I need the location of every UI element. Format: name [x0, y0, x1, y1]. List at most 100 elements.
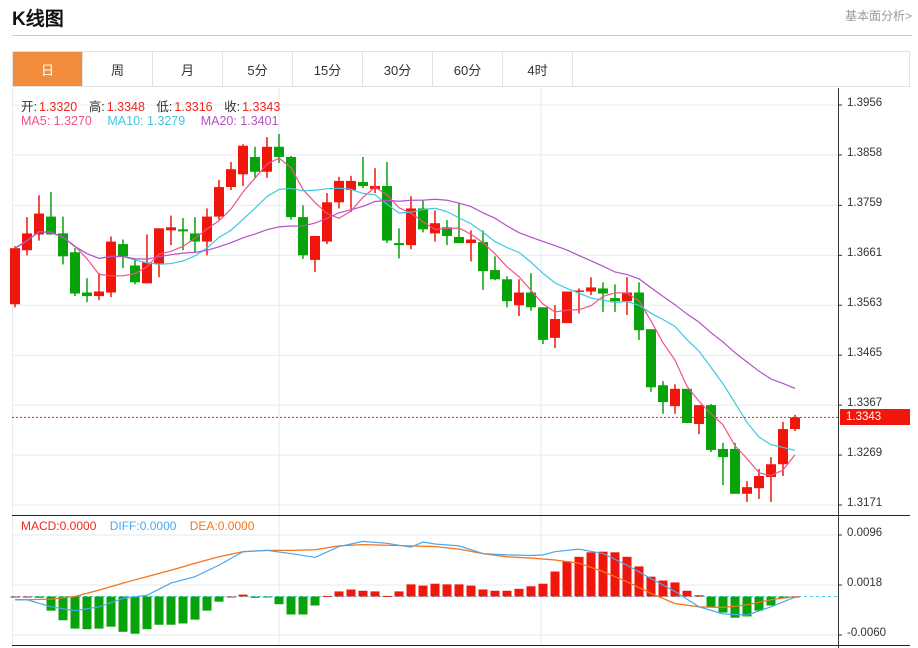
- macd-bar: [346, 589, 356, 597]
- y-axis-label: -0.0060: [847, 627, 887, 639]
- dea-value: DEA:0.0000: [189, 519, 255, 533]
- candle-body: [70, 252, 80, 294]
- candle-body: [334, 180, 344, 203]
- candle-body: [562, 291, 572, 324]
- macd-bar: [658, 580, 668, 597]
- macd-bar: [466, 585, 476, 597]
- macd-bar: [502, 590, 512, 597]
- macd-bar: [454, 584, 464, 597]
- divider: [12, 35, 912, 36]
- open-label: 开:: [21, 100, 37, 114]
- candle-body: [586, 287, 596, 292]
- current-price-label: 1.3343: [840, 409, 910, 425]
- period-tabs: 日 周 月 5分 15分 30分 60分 4时: [12, 51, 910, 87]
- candle-body: [142, 262, 152, 284]
- macd-bar: [430, 583, 440, 597]
- tab-30min[interactable]: 30分: [363, 52, 433, 86]
- candle-body: [538, 307, 548, 340]
- candle-body: [310, 235, 320, 260]
- candle-body: [46, 216, 56, 235]
- macd-bar: [358, 590, 368, 597]
- tab-4hour[interactable]: 4时: [503, 52, 573, 86]
- macd-bar: [706, 596, 716, 607]
- tab-5min[interactable]: 5分: [223, 52, 293, 86]
- candle-body: [658, 385, 668, 403]
- candle-body: [418, 208, 428, 230]
- macd-bar: [70, 596, 80, 629]
- candle-body: [322, 202, 332, 242]
- low-label: 低:: [156, 100, 173, 114]
- y-axis-label: 0.0096: [847, 527, 883, 539]
- macd-bar: [538, 583, 548, 597]
- ma20-line: [14, 198, 796, 389]
- candle-body: [34, 213, 44, 235]
- candle-body: [274, 146, 284, 157]
- candle-body: [442, 227, 452, 236]
- y-axis-label: 1.3759: [847, 197, 883, 210]
- candle-body: [106, 241, 116, 293]
- ma10-line: [14, 187, 796, 451]
- macd-bar: [490, 590, 500, 597]
- macd-bar: [550, 571, 560, 597]
- candle-body: [574, 290, 584, 292]
- macd-bar: [298, 596, 308, 615]
- y-axis-label: 1.3465: [847, 347, 883, 360]
- candle-body: [778, 429, 788, 465]
- macd-bar: [106, 596, 116, 627]
- macd-bar: [142, 596, 152, 630]
- macd-bar: [166, 596, 176, 625]
- macd-bar: [742, 596, 752, 617]
- candle-body: [22, 233, 32, 251]
- macd-bar: [406, 584, 416, 597]
- macd-bar: [610, 552, 620, 597]
- candle-body: [406, 208, 416, 246]
- candle-body: [10, 248, 20, 305]
- tab-60min[interactable]: 60分: [433, 52, 503, 86]
- candle-body: [250, 156, 260, 172]
- macd-bar: [10, 596, 20, 598]
- y-axis-label: 1.3171: [847, 497, 883, 509]
- low-value: 1.3316: [174, 100, 213, 114]
- macd-bar: [238, 594, 248, 597]
- ma5-line: [14, 157, 796, 477]
- tab-day[interactable]: 日: [13, 52, 83, 86]
- fundamental-analysis-link[interactable]: 基本面分析>: [844, 9, 912, 23]
- macd-bar: [766, 596, 776, 606]
- candle-body: [634, 292, 644, 331]
- candle-body: [694, 405, 704, 424]
- y-axis-label: 1.3661: [847, 247, 883, 260]
- macd-bar: [394, 591, 404, 597]
- macd-bar: [754, 596, 764, 611]
- ohlc-info: 开: 1.3320 高: 1.3348 低: 1.3316 收: 1.3343: [21, 96, 282, 115]
- macd-bar: [514, 588, 524, 597]
- candle-body: [718, 448, 728, 458]
- candle-body: [118, 244, 128, 257]
- candle-body: [490, 270, 500, 280]
- candle-body: [166, 227, 176, 231]
- candle-body: [670, 388, 680, 407]
- page-title: K线图: [12, 9, 64, 30]
- candle-body: [394, 243, 404, 246]
- candle-body: [466, 239, 476, 244]
- candle-body: [82, 292, 92, 297]
- close-label: 收:: [224, 100, 241, 114]
- candle-body: [598, 288, 608, 294]
- candle-body: [682, 388, 692, 423]
- macd-bar: [370, 591, 380, 597]
- macd-bar: [634, 566, 644, 597]
- macd-info: MACD:0.0000 DIFF:0.0000 DEA:0.0000: [21, 519, 256, 533]
- tab-week[interactable]: 周: [83, 52, 153, 86]
- macd-bar: [310, 596, 320, 606]
- candle-body: [730, 448, 740, 494]
- y-axis-label: 1.3367: [847, 397, 883, 410]
- y-axis-label: 0.0018: [847, 577, 883, 589]
- macd-bar: [250, 596, 260, 598]
- candle-body: [706, 405, 716, 450]
- macd-bar: [718, 596, 728, 613]
- tab-month[interactable]: 月: [153, 52, 223, 86]
- macd-bar: [598, 551, 608, 597]
- macd-bar: [622, 556, 632, 597]
- tab-15min[interactable]: 15分: [293, 52, 363, 86]
- macd-bar: [286, 596, 296, 615]
